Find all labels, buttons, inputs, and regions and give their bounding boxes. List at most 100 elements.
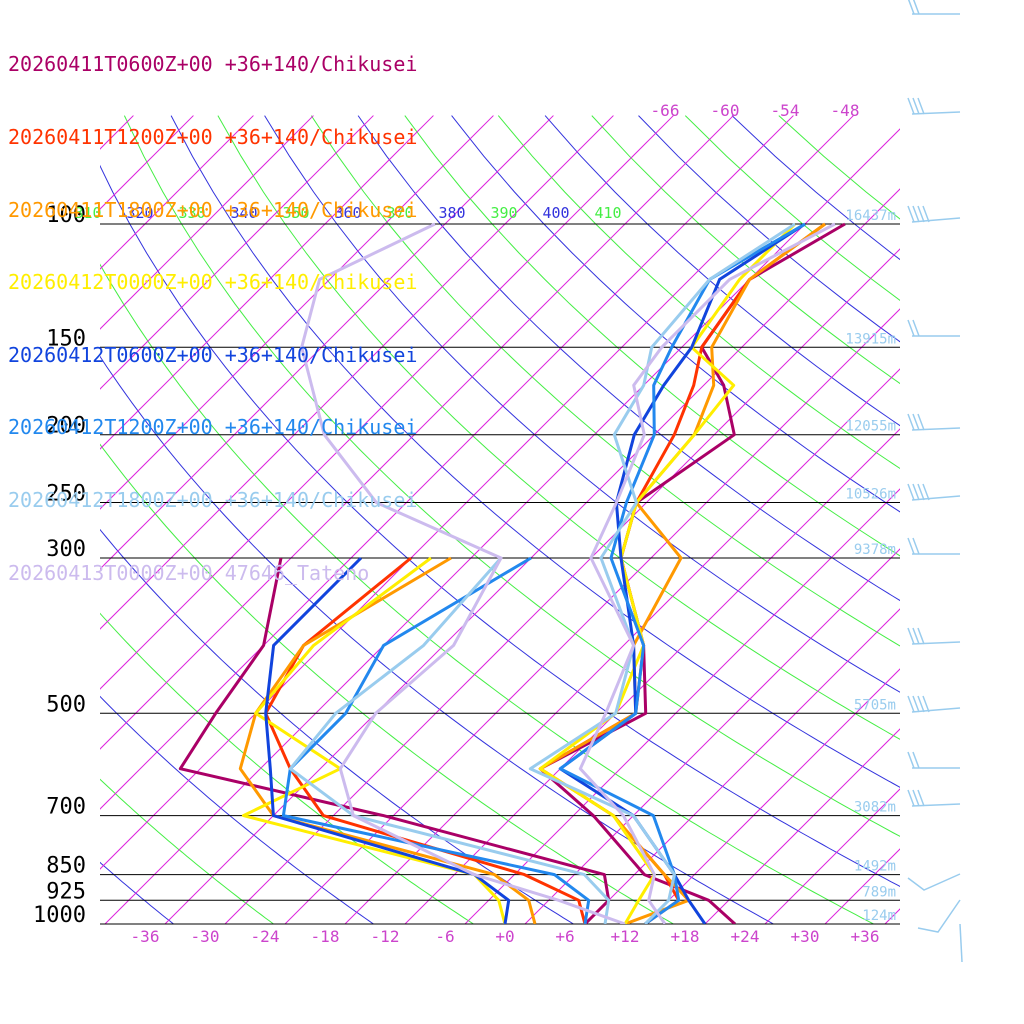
pressure-tick-label: 300 — [46, 537, 86, 562]
temperature-line — [578, 222, 836, 924]
wind-barb-flag — [912, 319, 920, 337]
pressure-tick-label: 1000 — [33, 903, 86, 928]
theta-label: 310 — [74, 204, 101, 222]
wind-barb-flag — [912, 751, 920, 769]
temperature-line — [538, 222, 846, 924]
pressure-tick-label: 925 — [46, 879, 86, 904]
wind-barb — [911, 427, 961, 431]
wind-barb-flag — [917, 483, 925, 501]
height-label: 13915m — [845, 331, 896, 347]
isotherm — [644, 668, 900, 924]
dry-adiabat — [100, 612, 474, 924]
isotherm — [584, 608, 900, 924]
wind-barb-flag — [912, 627, 920, 645]
height-label: 9378m — [854, 542, 896, 558]
theta-label: 350 — [282, 204, 309, 222]
dewpoint-line — [300, 222, 626, 924]
isotherm — [100, 115, 614, 630]
wind-barb — [911, 641, 961, 645]
wind-barb-flag — [912, 0, 920, 15]
isotherm — [100, 115, 854, 870]
wind-barb-flag — [907, 751, 915, 769]
isotherm — [224, 248, 900, 924]
dewpoint-line — [241, 556, 507, 924]
wind-barb-flag — [907, 413, 915, 431]
isotherm — [100, 115, 434, 450]
temperature-line — [538, 222, 826, 924]
height-label: 789m — [862, 884, 896, 900]
wind-barb-flag — [922, 483, 930, 501]
isotherm — [464, 488, 900, 924]
dry-adiabat — [123, 115, 900, 837]
theta-label: 330 — [178, 204, 205, 222]
isotherm-label: -48 — [831, 101, 860, 120]
isotherm — [524, 548, 900, 924]
wind-barb-flag — [907, 205, 915, 223]
isotherm — [1005, 116, 1024, 924]
height-label: 16437m — [845, 208, 896, 224]
legend-entry: 20260412T0600Z+00 +36+140/Chikusei — [8, 342, 418, 367]
wind-barb-flag — [907, 537, 915, 555]
wind-barb-flag — [917, 97, 925, 115]
pressure-tick-label: 700 — [46, 795, 86, 820]
theta-label: 400 — [542, 204, 569, 222]
isotherm — [100, 115, 554, 570]
temperature-tick-label: +18 — [671, 927, 700, 946]
legend: 20260411T0600Z+00 +36+140/Chikusei 20260… — [8, 4, 417, 609]
isotherm — [764, 788, 900, 924]
wind-barb — [907, 873, 961, 891]
legend-entry: 20260411T1200Z+00 +36+140/Chikusei — [8, 125, 418, 150]
theta-label: 390 — [490, 204, 517, 222]
pressure-tick-label: 850 — [46, 854, 86, 879]
wind-barb-flag — [907, 627, 915, 645]
height-label: 12055m — [845, 419, 896, 435]
pressure-tick-label: 100 — [46, 203, 86, 228]
wind-barb-flag — [912, 483, 920, 501]
wind-barb-flag — [917, 789, 925, 807]
dry-adiabat — [404, 115, 900, 557]
wind-barb-flag — [912, 413, 920, 431]
wind-barb-flag — [907, 97, 915, 115]
wind-barb-flag — [922, 205, 930, 223]
wind-barb — [911, 803, 961, 807]
isotherm — [884, 908, 900, 924]
wind-barb-flag — [912, 789, 920, 807]
dewpoint-line — [178, 557, 611, 924]
temperature-tick-label: +6 — [555, 927, 574, 946]
dry-adiabat — [100, 695, 374, 924]
height-label: 3082m — [854, 800, 896, 816]
temperature-tick-label: -24 — [251, 927, 280, 946]
wind-barb-flag — [917, 413, 925, 431]
theta-label: 320 — [126, 204, 153, 222]
isotherm — [344, 368, 900, 924]
isotherm-label: -60 — [711, 101, 740, 120]
isotherm — [100, 115, 374, 390]
dry-adiabat — [264, 115, 900, 693]
temperature-tick-label: -12 — [371, 927, 400, 946]
wind-barb — [917, 899, 961, 933]
wind-barb — [911, 707, 961, 713]
dry-adiabat — [451, 115, 900, 513]
temperature-tick-label: -18 — [311, 927, 340, 946]
wind-barb — [911, 217, 961, 223]
wind-barb-flag — [917, 205, 925, 223]
height-label: 1492m — [854, 859, 896, 875]
legend-entry: 20260412T0000Z+00 +36+140/Chikusei — [8, 270, 418, 295]
isotherm — [945, 116, 1024, 924]
wind-barb-flag — [917, 695, 925, 713]
temperature-tick-label: +0 — [495, 927, 514, 946]
theta-label: 340 — [230, 204, 257, 222]
dry-adiabat — [100, 164, 900, 888]
temperature-tick-label: -6 — [435, 927, 454, 946]
temperature-line — [558, 222, 806, 924]
temperature-tick-label: +30 — [791, 927, 820, 946]
temperature-line — [528, 222, 796, 924]
wind-barb-flag — [912, 537, 920, 555]
isotherm — [284, 308, 900, 924]
legend-entry: 20260412T1800Z+00 +36+140/Chikusei — [8, 488, 418, 513]
isotherm-label: -66 — [651, 101, 680, 120]
wind-barb-flag — [912, 205, 920, 223]
legend-entry: 20260412T1200Z+00 +36+140/Chikusei — [8, 415, 418, 440]
height-label: 10526m — [845, 487, 896, 503]
